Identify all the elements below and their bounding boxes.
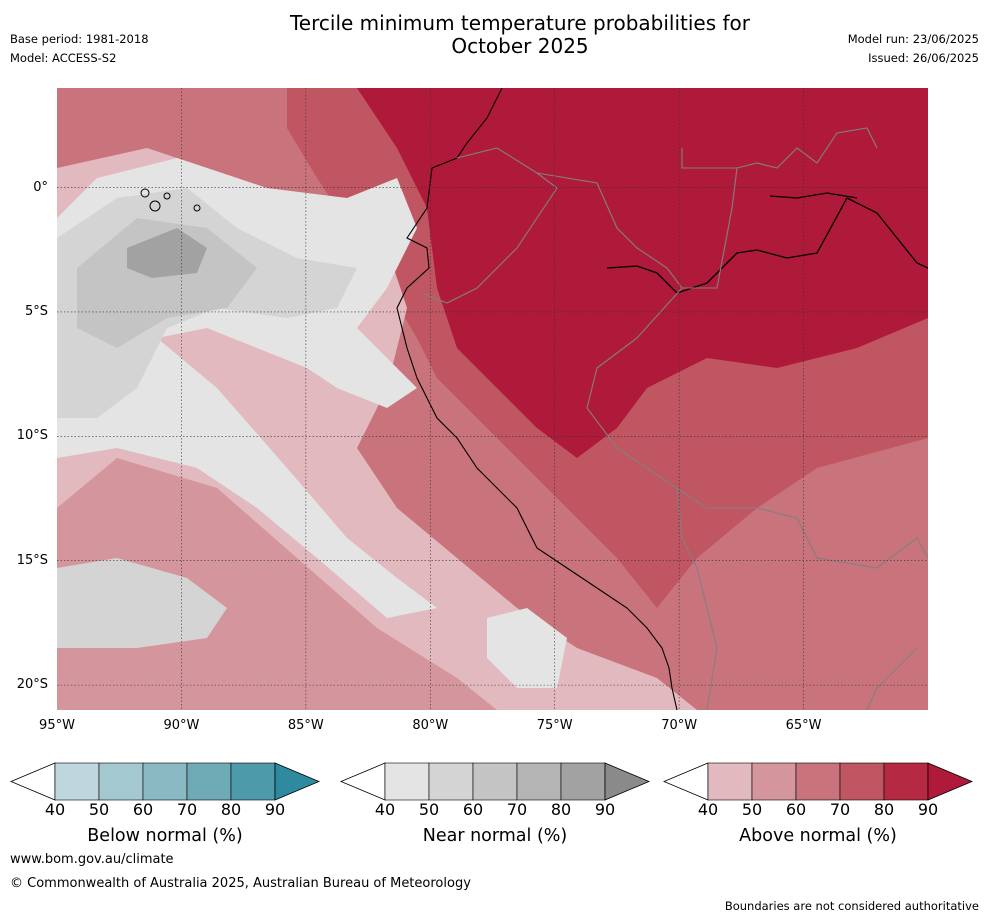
longitude-label: 80°W bbox=[412, 718, 449, 733]
region-above-90 bbox=[357, 88, 928, 458]
colorbar-segment bbox=[751, 762, 797, 801]
colorbar-title: Near normal (%) bbox=[422, 826, 568, 846]
colorbar-tick-label: 80 bbox=[873, 800, 895, 819]
region-near-60 bbox=[77, 218, 257, 348]
island bbox=[140, 188, 150, 198]
region-above-50 bbox=[57, 458, 497, 710]
colorbar-segment bbox=[186, 762, 232, 801]
colorbar-extend-low bbox=[340, 762, 386, 801]
colorbar-segment bbox=[883, 762, 929, 801]
colorbar-segment bbox=[142, 762, 188, 801]
river bbox=[606, 197, 928, 294]
latitude-label: 10°S bbox=[16, 428, 48, 444]
colorbar-tick-label: 40 bbox=[697, 800, 719, 819]
country-borders bbox=[421, 127, 928, 710]
colorbar-extend-high bbox=[274, 762, 320, 801]
latitude-label: 0° bbox=[33, 179, 48, 195]
colorbar-tick-label: 70 bbox=[176, 800, 198, 819]
colorbar-tick-label: 60 bbox=[785, 800, 807, 819]
colorbar-0 bbox=[10, 762, 320, 801]
gridlines bbox=[57, 88, 928, 710]
colorbar-tick-label: 40 bbox=[374, 800, 396, 819]
island bbox=[149, 200, 161, 212]
longitude-label: 65°W bbox=[785, 718, 822, 733]
colorbar-tick-label: 80 bbox=[220, 800, 242, 819]
probability-map bbox=[57, 88, 928, 710]
colorbar-tick-label: 40 bbox=[44, 800, 66, 819]
colorbar-tick-label: 50 bbox=[418, 800, 440, 819]
website-link[interactable]: www.bom.gov.au/climate bbox=[10, 852, 174, 867]
colorbar-tick-label: 90 bbox=[264, 800, 286, 819]
river-upper bbox=[769, 192, 858, 199]
title-line-1: Tercile minimum temperature probabilitie… bbox=[289, 11, 751, 35]
colorbar-segment bbox=[707, 762, 753, 801]
model-label: Model: ACCESS-S2 bbox=[10, 51, 117, 65]
colorbar-extend-high bbox=[927, 762, 973, 801]
longitude-label: 85°W bbox=[287, 718, 324, 733]
colorbar-segment bbox=[384, 762, 430, 801]
colorbar-segment bbox=[98, 762, 144, 801]
colorbar-segment bbox=[230, 762, 276, 801]
longitude-label: 70°W bbox=[661, 718, 698, 733]
colorbar-tick-label: 50 bbox=[88, 800, 110, 819]
colorbar-title: Above normal (%) bbox=[739, 826, 897, 846]
longitude-label: 75°W bbox=[536, 718, 573, 733]
colorbar-tick-label: 90 bbox=[917, 800, 939, 819]
island bbox=[163, 192, 171, 200]
colorbar-segment bbox=[428, 762, 474, 801]
page-title: Tercile minimum temperature probabilitie… bbox=[0, 12, 988, 58]
colorbar-tick-label: 50 bbox=[741, 800, 763, 819]
colorbar-tick-label: 90 bbox=[594, 800, 616, 819]
region-near-south-2 bbox=[487, 608, 567, 688]
colorbar-1 bbox=[340, 762, 650, 801]
colorbar-extend-low bbox=[10, 762, 56, 801]
colorbar-tick-label: 80 bbox=[550, 800, 572, 819]
region-near-70 bbox=[127, 228, 207, 278]
colorbar-tick-label: 70 bbox=[829, 800, 851, 819]
colorbar-segment bbox=[54, 762, 100, 801]
colorbar-tick-label: 70 bbox=[506, 800, 528, 819]
longitude-label: 90°W bbox=[163, 718, 200, 733]
issued-label: Issued: 26/06/2025 bbox=[868, 51, 979, 65]
coastline bbox=[396, 88, 678, 710]
colorbar-tick-label: 60 bbox=[132, 800, 154, 819]
model-run-label: Model run: 23/06/2025 bbox=[847, 32, 979, 46]
colorbar-extend-low bbox=[663, 762, 709, 801]
disclaimer-text: Boundaries are not considered authoritat… bbox=[724, 899, 979, 913]
latitude-label: 5°S bbox=[24, 303, 48, 319]
longitude-label: 95°W bbox=[39, 718, 75, 733]
island bbox=[193, 204, 201, 212]
colorbar-tick-label: 60 bbox=[462, 800, 484, 819]
colorbar-title: Below normal (%) bbox=[87, 826, 243, 846]
colorbar-segment bbox=[516, 762, 562, 801]
colorbar-segment bbox=[795, 762, 841, 801]
region-near-south bbox=[57, 558, 227, 648]
latitude-label: 20°S bbox=[16, 677, 48, 693]
colorbar-2 bbox=[663, 762, 973, 801]
colorbar-segment bbox=[839, 762, 885, 801]
base-period-label: Base period: 1981-2018 bbox=[10, 32, 149, 46]
latitude-label: 15°S bbox=[16, 552, 48, 568]
title-line-2: October 2025 bbox=[451, 34, 589, 58]
copyright-text: © Commonwealth of Australia 2025, Austra… bbox=[10, 876, 471, 891]
colorbar-extend-high bbox=[604, 762, 650, 801]
colorbar-segment bbox=[472, 762, 518, 801]
colorbar-segment bbox=[560, 762, 606, 801]
